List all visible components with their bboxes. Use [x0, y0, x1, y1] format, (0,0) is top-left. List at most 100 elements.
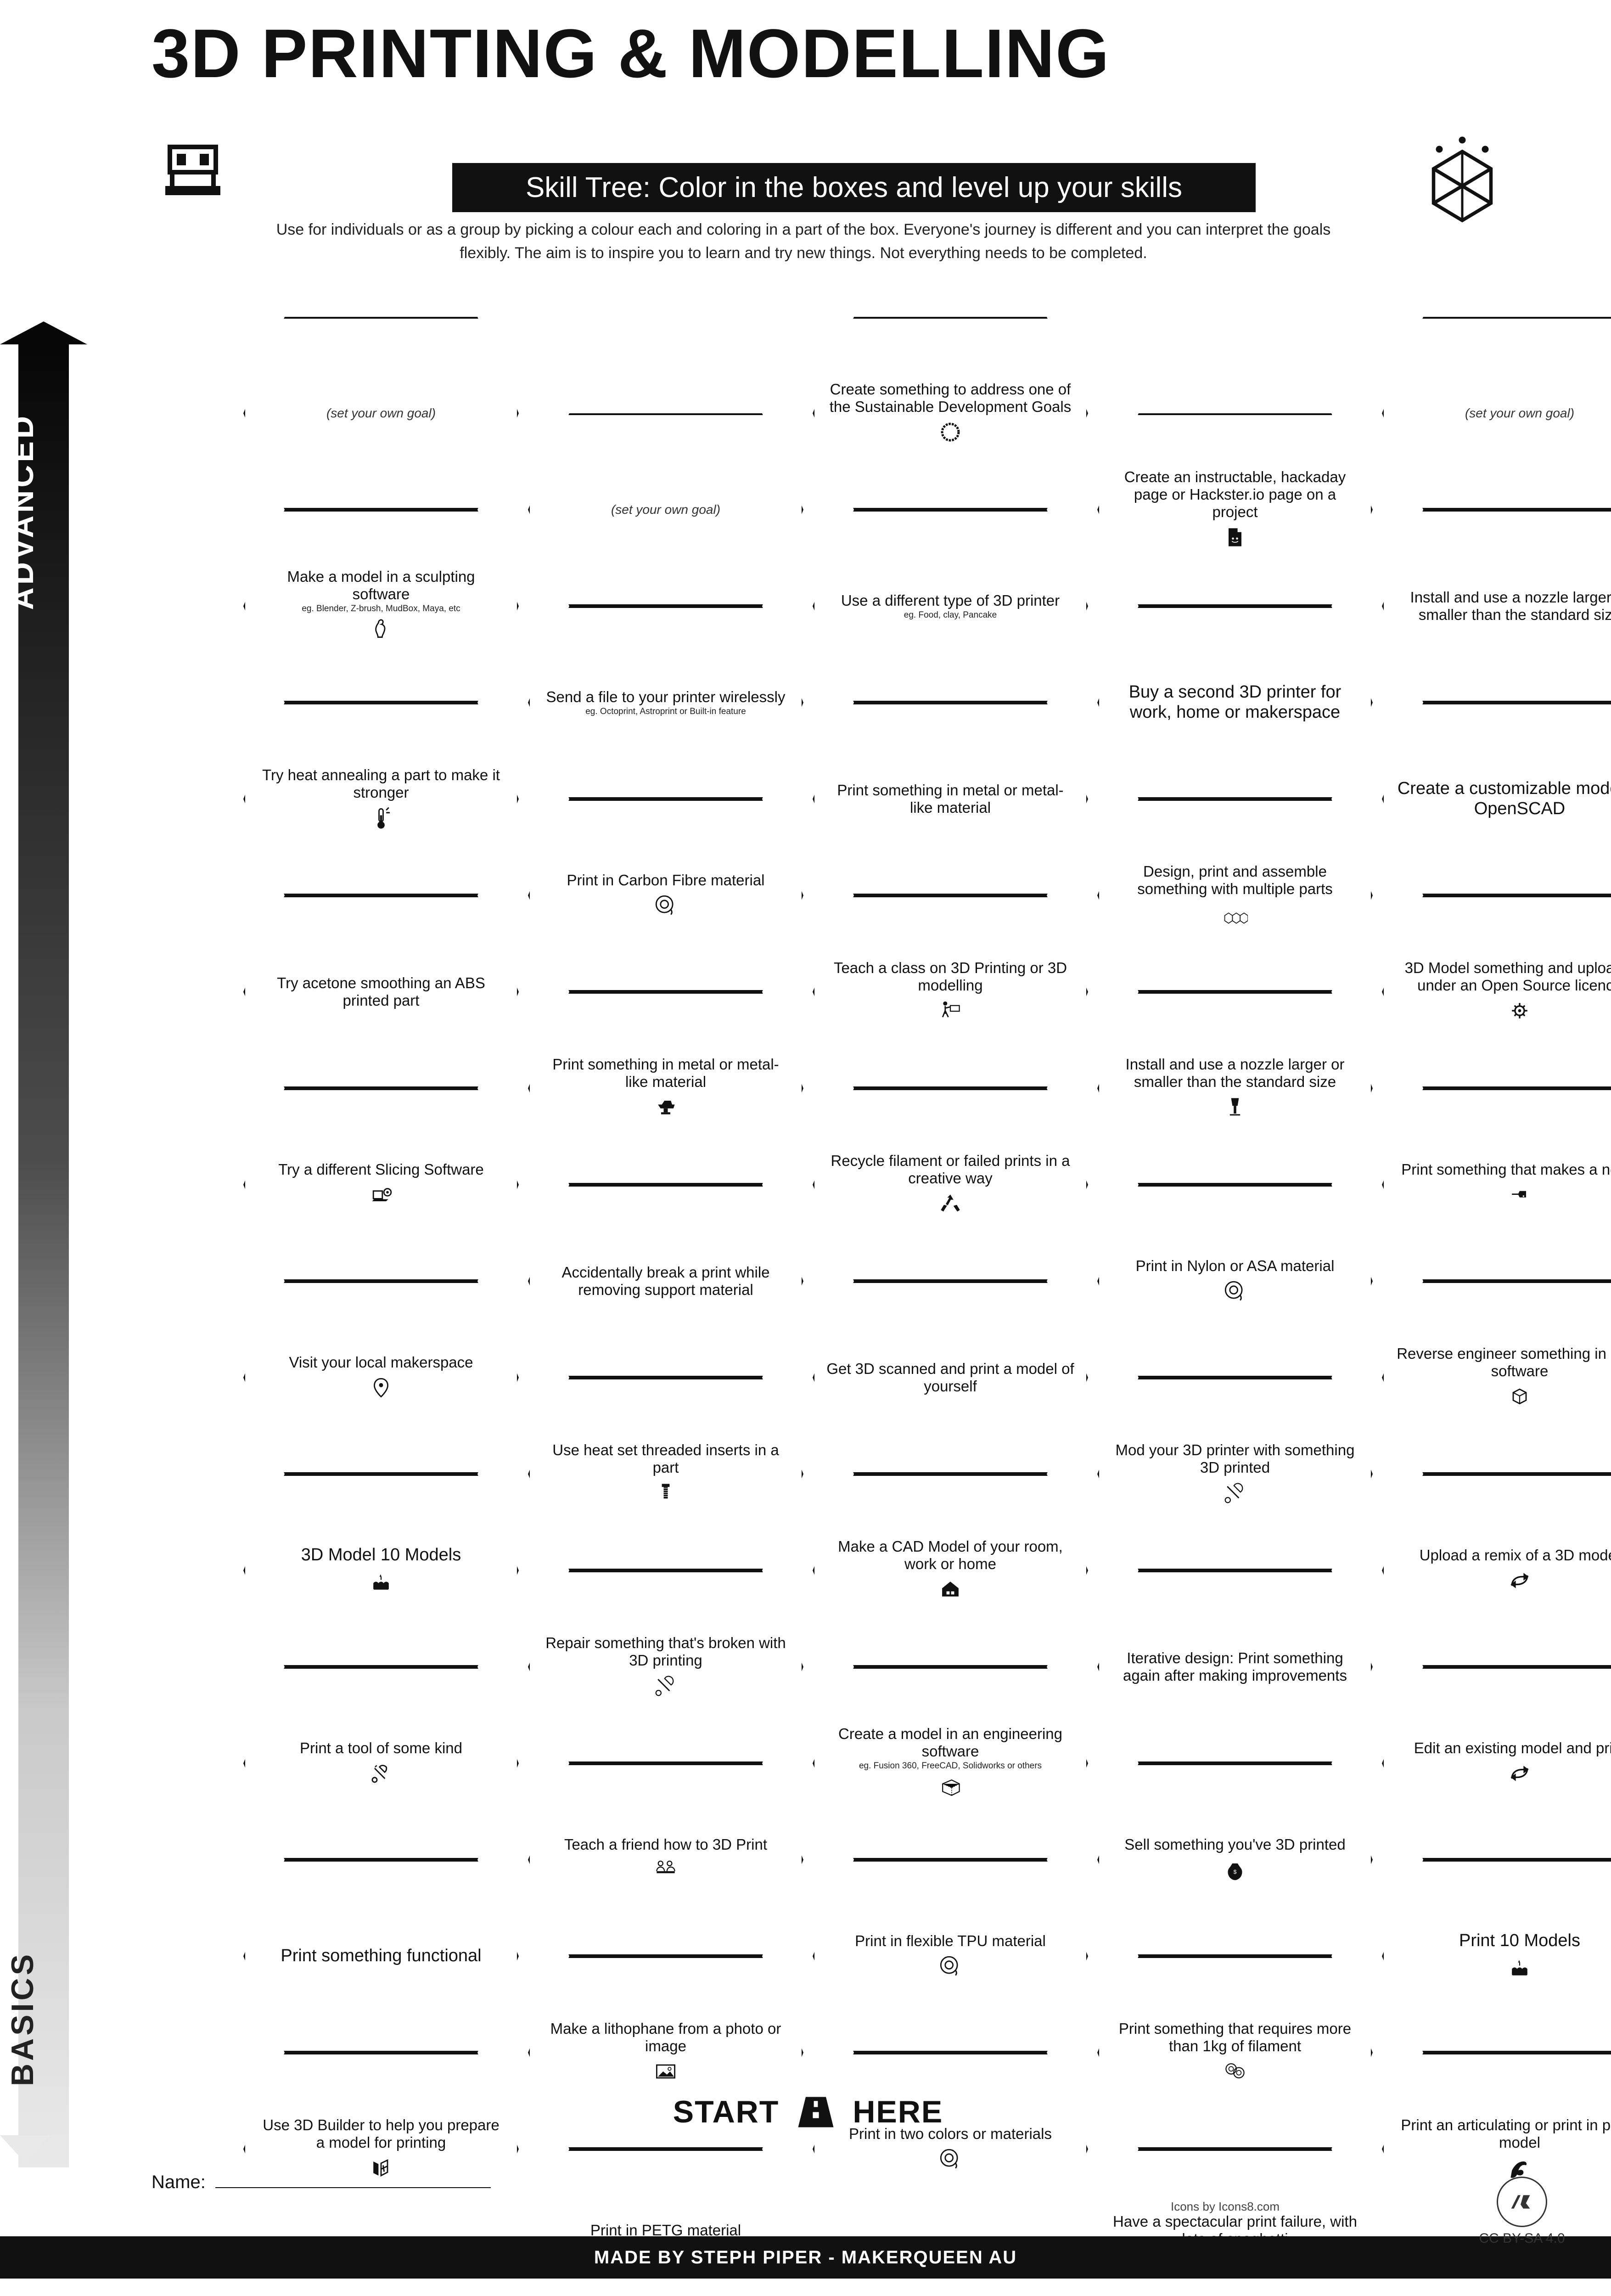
skill-hex-label: Buy a second 3D printer for work, home o… — [1111, 682, 1359, 722]
skill-hex-item[interactable]: Print something that requires more than … — [1097, 1956, 1373, 2149]
skill-hex-custom-goal[interactable]: (set your own goal) — [1382, 317, 1611, 510]
filament-spool-icon — [1136, 1277, 1335, 1305]
skill-hex-item[interactable]: Create an instructable, hackaday page or… — [1097, 413, 1373, 606]
skill-hex-item[interactable]: Use a different type of 3D printer eg. Fo… — [813, 510, 1088, 703]
start-here-banner: START HERE — [634, 2094, 982, 2130]
skill-hex-item[interactable]: Create a customizable model in OpenSCAD — [1382, 703, 1611, 895]
skill-hex-label: Get 3D scanned and print a model of your… — [826, 1360, 1074, 1395]
skill-hex-item[interactable]: Print something that makes a noise — [1382, 1088, 1611, 1281]
skill-hex-item[interactable]: Print in flexible TPU material — [813, 1860, 1088, 2053]
skill-hex-label: Design, print and assemble something wit… — [1111, 863, 1359, 898]
skill-hex-item[interactable]: Teach a friend how to 3D Print — [528, 1763, 803, 1956]
icons8-credit-text: Icons by Icons8.com — [1171, 2200, 1280, 2214]
thermometer-icon — [257, 804, 505, 832]
skill-hex-label: Send a file to your printer wirelessly — [546, 688, 786, 706]
skill-hex-custom-goal[interactable]: (set your own goal) — [528, 413, 803, 606]
skill-hex-item[interactable]: Upload a remix of a 3D model — [1382, 1474, 1611, 1667]
start-label: START — [673, 2094, 780, 2130]
skill-hex-label: Install and use a nozzle larger or small… — [1396, 589, 1611, 624]
skill-hex-item[interactable]: Print something functional — [243, 1860, 519, 2053]
skill-hex-label: (set your own goal) — [326, 406, 436, 421]
whistle-icon — [1401, 1181, 1611, 1209]
skill-hex-item[interactable]: Make a model in a sculpting software eg. … — [243, 510, 519, 703]
skill-hex-item[interactable]: Print in Nylon or ASA material — [1097, 1185, 1373, 1378]
skill-hex-label: Print in flexible TPU material — [855, 1932, 1046, 1950]
sdg-wheel-icon — [826, 418, 1074, 446]
remix-arrows-icon — [1414, 1760, 1611, 1787]
skill-hex-item[interactable]: Install and use a nozzle larger or small… — [1382, 510, 1611, 703]
skill-hex-item[interactable]: Sell something you've 3D printed $ — [1097, 1763, 1373, 1956]
skill-hex-item[interactable]: Make a CAD Model of your room, work or h… — [813, 1474, 1088, 1667]
skill-hex-item[interactable]: Install and use a nozzle larger or small… — [1097, 992, 1373, 1185]
skill-hex-label: Make a CAD Model of your room, work or h… — [826, 1538, 1074, 1573]
cake-icon — [301, 1568, 461, 1596]
footer-credit-text: MADE BY STEPH PIPER - MAKERQUEEN AU — [594, 2247, 1017, 2268]
skill-hex-label: Accidentally break a print while removin… — [542, 1264, 790, 1299]
skill-hex-item[interactable]: Create something to address one of the S… — [813, 317, 1088, 510]
skill-hex-label: Print something in metal or metal-like m… — [826, 782, 1074, 816]
skill-hex-label: Create something to address one of the S… — [826, 381, 1074, 416]
skill-hex-label: 3D Model something and upload it under a… — [1396, 959, 1611, 994]
skill-hex-item[interactable]: Print in Carbon Fibre material — [528, 799, 803, 992]
3d-printer-icon — [138, 138, 289, 253]
map-pin-icon — [289, 1374, 473, 1401]
skill-hex-item[interactable]: Repair something that's broken with 3D p… — [528, 1570, 803, 1763]
skill-hex-item[interactable]: Try acetone smoothing an ABS printed par… — [243, 895, 519, 1088]
skill-hex-item[interactable]: Buy a second 3D printer for work, home o… — [1097, 606, 1373, 799]
skill-hex-item[interactable]: Create a model in an engineering softwar… — [813, 1667, 1088, 1860]
skill-hex-item[interactable]: Print 10 Models — [1382, 1860, 1611, 2053]
skill-hex-item[interactable]: Visit your local makerspace — [243, 1281, 519, 1474]
skill-hex-item[interactable]: Accidentally break a print while removin… — [528, 1185, 803, 1378]
skill-hex-item[interactable]: Try a different Slicing Software — [243, 1088, 519, 1281]
anvil-icon — [542, 1093, 790, 1121]
skill-hex-item[interactable]: Use 3D Builder to help you prepare a mod… — [243, 2053, 519, 2245]
skill-hex-item[interactable]: Design, print and assemble something wit… — [1097, 799, 1373, 992]
skill-hex-label: Create a model in an engineering softwar… — [826, 1725, 1074, 1760]
skill-hex-label: Edit an existing model and print — [1414, 1739, 1611, 1757]
skill-hex-label: 3D Model 10 Models — [301, 1545, 461, 1565]
skill-hex-item[interactable]: 3D Model 10 Models — [243, 1474, 519, 1667]
skill-hex-item[interactable]: Iterative design: Print something again … — [1097, 1570, 1373, 1763]
skill-hex-item[interactable]: Use heat set threaded inserts in a part — [528, 1378, 803, 1570]
skill-hex-label: Visit your local makerspace — [289, 1354, 473, 1371]
dotted-cube-icon — [826, 1774, 1074, 1801]
name-input-line[interactable] — [215, 2187, 491, 2188]
crossed-tools-icon — [542, 1672, 790, 1699]
license-text: CC BY-SA 4.0 — [1479, 2231, 1565, 2246]
skill-hex-label: Try a different Slicing Software — [278, 1161, 484, 1178]
skill-hex-label: Make a model in a sculpting software — [257, 568, 505, 603]
skill-hex-item[interactable]: 3D Model something and upload it under a… — [1382, 895, 1611, 1088]
skill-hex-item[interactable]: Print something in metal or metal-like m… — [813, 703, 1088, 895]
remix-arrows-icon — [1420, 1567, 1611, 1594]
cc-icon — [1497, 2177, 1547, 2227]
skill-hex-item[interactable]: Reverse engineer something in CAD softwa… — [1382, 1281, 1611, 1474]
skill-hex-item[interactable]: Print something in metal or metal-like m… — [528, 992, 803, 1185]
filament-spool-icon — [567, 892, 765, 919]
skill-hex-label: Print something in metal or metal-like m… — [542, 1056, 790, 1091]
recycle-icon — [826, 1190, 1074, 1217]
skill-hex-item[interactable]: Print in two colors or materials — [813, 2053, 1088, 2245]
wrench-screwdriver-icon — [1111, 1479, 1359, 1507]
skill-hex-item[interactable]: Edit an existing model and print — [1382, 1667, 1611, 1860]
skill-hex-item[interactable]: Recycle filament or failed prints in a c… — [813, 1088, 1088, 1281]
skill-hex-label: Sell something you've 3D printed — [1124, 1836, 1345, 1853]
description-text: Use for individuals or as a group by pic… — [275, 218, 1331, 265]
skill-hex-item[interactable]: Send a file to your printer wirelessly eg… — [528, 606, 803, 799]
skill-hex-label: Mod your 3D printer with something 3D pr… — [1111, 1441, 1359, 1476]
name-field-row[interactable]: Name: — [152, 2172, 491, 2193]
skill-hex-label: Print 10 Models — [1459, 1931, 1580, 1951]
skill-hex-custom-goal[interactable]: (set your own goal) — [243, 317, 519, 510]
sculpting-figure-icon — [257, 617, 505, 644]
license-badge: CC BY-SA 4.0 — [1446, 2177, 1598, 2246]
two-people-icon — [564, 1856, 767, 1884]
skill-hex-item[interactable]: Teach a class on 3D Printing or 3D model… — [813, 895, 1088, 1088]
skill-hex-label: Repair something that's broken with 3D p… — [542, 1634, 790, 1669]
skill-hex-item[interactable]: Mod your 3D printer with something 3D pr… — [1097, 1378, 1373, 1570]
skill-hex-item[interactable]: Try heat annealing a part to make it str… — [243, 703, 519, 895]
skill-hex-item[interactable]: Print a tool of some kind — [243, 1667, 519, 1860]
skill-hex-item[interactable]: Get 3D scanned and print a model of your… — [813, 1281, 1088, 1474]
presenter-icon — [826, 997, 1074, 1024]
skill-hex-label: Use 3D Builder to help you prepare a mod… — [257, 2116, 505, 2151]
skill-hex-sublabel: eg. Fusion 360, FreeCAD, Solidworks or o… — [826, 1761, 1074, 1772]
skill-hex-label: Print something that requires more than … — [1111, 2020, 1359, 2055]
